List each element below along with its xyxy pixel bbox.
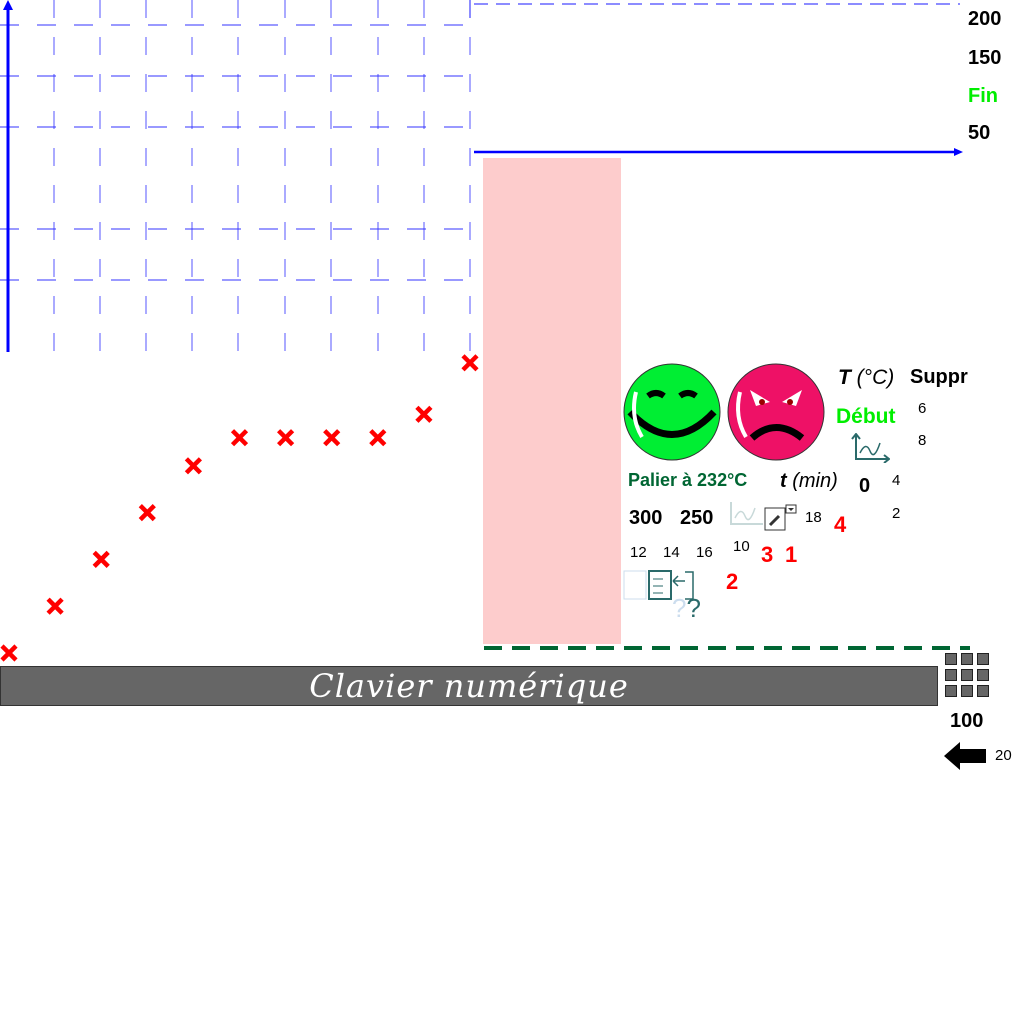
data-point-marker[interactable] (92, 550, 110, 568)
back-arrow-icon[interactable] (944, 741, 988, 771)
key-4[interactable]: 4 (892, 472, 901, 489)
data-point-marker[interactable] (230, 429, 249, 447)
y-label-50: 50 (968, 122, 991, 144)
checklist-icon[interactable] (623, 569, 698, 601)
y-axis-arrow-icon (3, 0, 13, 10)
temperature-axis-label: T (°C) (838, 366, 895, 389)
data-point-marker[interactable] (138, 504, 156, 522)
happy-face-icon[interactable] (622, 362, 722, 462)
plateau-zone (483, 158, 621, 644)
data-point-marker[interactable] (0, 644, 18, 662)
data-point-marker[interactable] (184, 457, 202, 475)
data-point-marker[interactable] (461, 354, 479, 372)
data-point-marker[interactable] (277, 429, 295, 447)
x-axis-arrow-icon (954, 148, 963, 156)
value-250[interactable]: 250 (680, 507, 714, 529)
grid (0, 0, 471, 352)
data-point-marker[interactable] (415, 405, 433, 423)
keypad-icon[interactable] (945, 653, 989, 697)
step-3: 3 (761, 542, 774, 567)
data-point-marker[interactable] (369, 429, 387, 447)
key-18[interactable]: 18 (805, 509, 822, 526)
data-point-marker[interactable] (323, 429, 341, 447)
data-point-marker[interactable] (46, 597, 64, 615)
y-label-200: 200 (968, 8, 1002, 30)
label-100: 100 (950, 710, 984, 732)
end-button[interactable]: Fin (968, 85, 998, 107)
angry-face-icon[interactable] (726, 362, 826, 462)
key-10[interactable]: 10 (733, 538, 750, 555)
label-20: 20 (995, 747, 1012, 764)
pencil-dropdown-icon[interactable] (764, 504, 798, 532)
value-300[interactable]: 300 (629, 507, 663, 529)
step-2: 2 (726, 569, 739, 594)
graph-area[interactable] (0, 0, 1024, 720)
time-axis-label: t (min) (780, 470, 838, 492)
key-16[interactable]: 16 (696, 544, 713, 561)
start-button[interactable]: Début (836, 405, 896, 428)
graph-faded-icon[interactable] (725, 500, 765, 528)
key-12[interactable]: 12 (630, 544, 647, 561)
graph-icon[interactable] (850, 433, 890, 463)
numeric-keyboard-button[interactable]: Clavier numérique (0, 666, 938, 706)
step-4: 4 (834, 512, 847, 537)
key-14[interactable]: 14 (663, 544, 680, 561)
delete-button[interactable]: Suppr (910, 366, 968, 388)
key-8[interactable]: 8 (918, 432, 927, 449)
key-6[interactable]: 6 (918, 400, 927, 417)
help-icon[interactable]: ?? (672, 593, 701, 623)
step-1: 1 (785, 542, 798, 567)
key-2[interactable]: 2 (892, 505, 901, 522)
y-label-150: 150 (968, 47, 1002, 69)
plateau-label: Palier à 232°C (628, 470, 748, 490)
key-0[interactable]: 0 (859, 475, 871, 497)
